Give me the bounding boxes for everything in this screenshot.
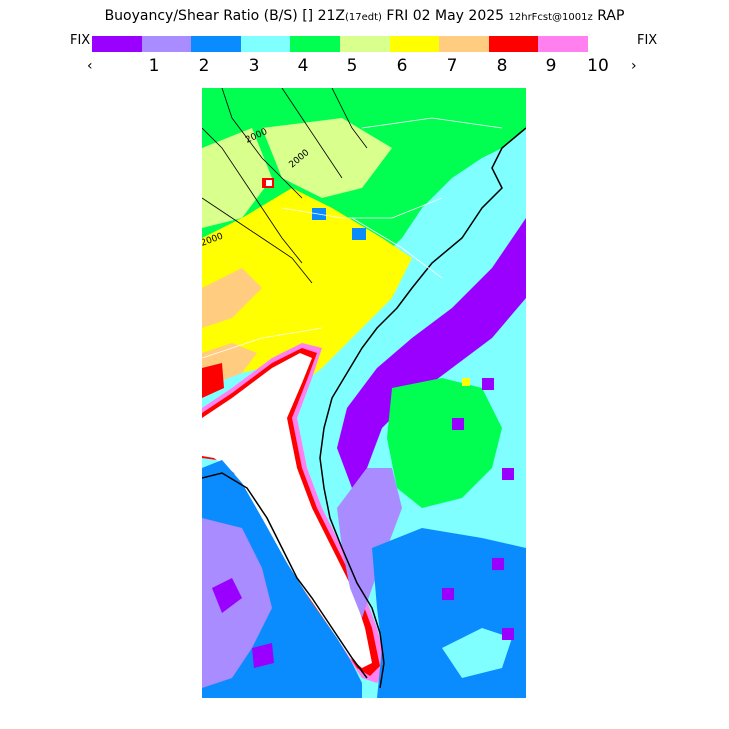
legend-swatch-1[interactable] xyxy=(92,36,142,52)
legend-tick: 8 xyxy=(496,56,508,76)
legend-ticks: 1 2 3 4 5 6 7 8 9 10 xyxy=(92,56,612,78)
legend-tick: 9 xyxy=(545,56,557,76)
contour-line xyxy=(331,88,368,149)
state-border xyxy=(351,217,443,279)
cell-purple xyxy=(502,468,514,480)
region-orange-west xyxy=(202,268,262,328)
legend-tick: 1 xyxy=(148,56,160,76)
next-chevron-icon[interactable]: › xyxy=(631,58,637,74)
region-lightgreen-west xyxy=(202,128,272,228)
product-name: Buoyancy/Shear Ratio (B/S) xyxy=(104,8,298,24)
region-white-florida xyxy=(202,353,372,668)
legend-tick: 2 xyxy=(198,56,210,76)
legend-tick: 3 xyxy=(248,56,260,76)
state-border xyxy=(281,197,443,219)
color-legend: FIX FIX ‹ 1 2 3 4 5 6 7 8 9 10 › xyxy=(0,30,729,80)
cell-purple xyxy=(452,418,464,430)
contour-line xyxy=(221,88,303,199)
prev-chevron-icon[interactable]: ‹ xyxy=(87,58,93,74)
valid-date: FRI 02 May 2025 xyxy=(386,8,505,24)
color-bar xyxy=(92,36,588,52)
region-violet-coast xyxy=(337,468,402,618)
contour-line xyxy=(281,88,343,179)
contour-line xyxy=(202,197,313,284)
legend-tick: 5 xyxy=(346,56,358,76)
legend-swatch-6[interactable] xyxy=(339,36,390,52)
region-green-offshore xyxy=(387,378,502,508)
region-blue-south-atlantic xyxy=(372,528,526,698)
forecast-map: 2000 2000 2000 xyxy=(202,88,526,698)
region-purple-atlantic xyxy=(337,218,526,488)
cell-yellow xyxy=(462,378,470,386)
region-purple-gulf-2 xyxy=(252,643,274,668)
cell-purple xyxy=(492,558,504,570)
legend-swatch-9[interactable] xyxy=(488,36,539,52)
region-red-west xyxy=(202,363,224,398)
legend-swatch-4[interactable] xyxy=(240,36,291,52)
legend-swatch-7[interactable] xyxy=(389,36,440,52)
legend-tick: 10 xyxy=(587,56,609,76)
legend-tick: 4 xyxy=(297,56,309,76)
legend-swatch-10[interactable] xyxy=(538,36,588,52)
cell-purple xyxy=(502,628,514,640)
legend-swatch-2[interactable] xyxy=(141,36,192,52)
legend-swatch-5[interactable] xyxy=(290,36,340,52)
chart-title: Buoyancy/Shear Ratio (B/S) [] 21Z(17edt)… xyxy=(0,8,729,24)
region-cyan-south xyxy=(442,628,512,678)
local-time: (17edt) xyxy=(344,12,382,23)
legend-tick: 7 xyxy=(446,56,458,76)
cell-purple xyxy=(442,588,454,600)
state-border xyxy=(202,327,323,359)
coastline-gulf xyxy=(202,472,368,679)
fix-left-button[interactable]: FIX xyxy=(70,33,91,48)
model-name: RAP xyxy=(597,8,625,24)
fix-right-button[interactable]: FIX xyxy=(637,33,658,48)
map-canvas: 2000 2000 2000 xyxy=(202,88,526,698)
cell-purple xyxy=(482,378,494,390)
valid-time: [] 21Z xyxy=(302,8,345,24)
legend-swatch-3[interactable] xyxy=(191,36,241,52)
contour-line xyxy=(202,127,303,264)
region-purple-gulf-1 xyxy=(212,578,242,613)
legend-tick: 6 xyxy=(396,56,408,76)
legend-swatch-8[interactable] xyxy=(439,36,489,52)
region-violet-gulf xyxy=(202,518,272,688)
coastline-east xyxy=(319,127,526,689)
cell-blue xyxy=(352,228,366,240)
forecast-info: 12hrFcst@1001z xyxy=(508,12,593,23)
state-border xyxy=(361,117,503,129)
cell-white xyxy=(266,180,272,186)
